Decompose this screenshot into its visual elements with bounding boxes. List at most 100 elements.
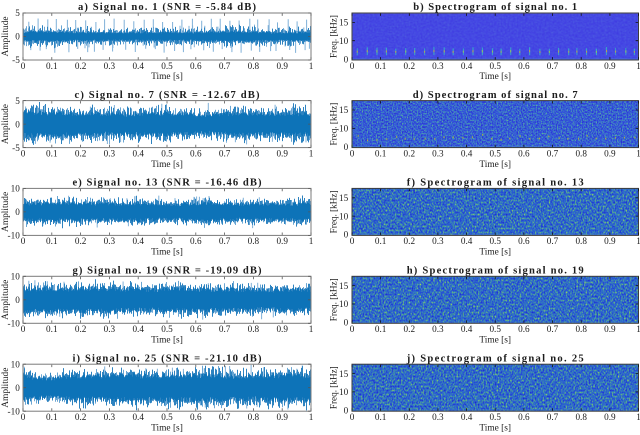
svg-text:Amplitude: Amplitude	[1, 368, 11, 408]
svg-text:0.8: 0.8	[248, 61, 260, 71]
svg-text:0.9: 0.9	[604, 412, 616, 422]
svg-text:0.4: 0.4	[461, 412, 473, 422]
svg-text:Time [s]: Time [s]	[479, 336, 511, 346]
svg-text:0.2: 0.2	[75, 148, 87, 158]
svg-text:0.4: 0.4	[132, 324, 144, 334]
svg-text:0.3: 0.3	[432, 236, 444, 246]
svg-text:b) Spectrogram of signal no. 1: b) Spectrogram of signal no. 1	[413, 2, 577, 13]
svg-text:1: 1	[309, 412, 314, 422]
svg-text:Amplitude: Amplitude	[1, 104, 11, 144]
svg-text:0.2: 0.2	[404, 148, 416, 158]
svg-text:-10: -10	[8, 319, 21, 329]
svg-text:0: 0	[15, 32, 20, 42]
svg-text:0.9: 0.9	[604, 236, 616, 246]
svg-text:0.1: 0.1	[46, 236, 58, 246]
svg-text:0.2: 0.2	[404, 412, 416, 422]
svg-text:0.9: 0.9	[276, 148, 288, 158]
svg-text:Time [s]: Time [s]	[479, 160, 511, 170]
svg-text:Time [s]: Time [s]	[151, 336, 183, 346]
svg-text:0.8: 0.8	[575, 148, 587, 158]
svg-text:f) Spectrogram of signal no. 1: f) Spectrogram of signal no. 13	[407, 178, 584, 189]
svg-text:0.7: 0.7	[547, 148, 559, 158]
svg-text:0.2: 0.2	[404, 324, 416, 334]
svg-text:0.3: 0.3	[104, 148, 116, 158]
svg-text:Freq. [kHz]: Freq. [kHz]	[329, 190, 339, 233]
svg-text:0: 0	[21, 236, 26, 246]
svg-text:0.8: 0.8	[575, 412, 587, 422]
svg-text:0.8: 0.8	[575, 236, 587, 246]
svg-text:Time [s]: Time [s]	[151, 72, 183, 82]
svg-text:e) Signal no. 13 (SNR = -16.46: e) Signal no. 13 (SNR = -16.46 dB)	[73, 178, 262, 189]
svg-text:15: 15	[339, 18, 349, 28]
svg-text:0.8: 0.8	[575, 61, 587, 71]
svg-text:1: 1	[309, 148, 314, 158]
svg-text:-5: -5	[12, 55, 20, 65]
svg-text:0.1: 0.1	[46, 148, 58, 158]
svg-text:0: 0	[344, 406, 349, 416]
svg-text:0.5: 0.5	[489, 61, 501, 71]
svg-text:Freq. [kHz]: Freq. [kHz]	[329, 103, 339, 146]
svg-text:0.7: 0.7	[219, 324, 231, 334]
svg-text:0.3: 0.3	[104, 61, 116, 71]
svg-text:-10: -10	[8, 406, 21, 416]
svg-text:0.4: 0.4	[132, 61, 144, 71]
svg-text:10: 10	[339, 211, 349, 221]
svg-text:0.8: 0.8	[248, 236, 260, 246]
svg-text:10: 10	[339, 36, 349, 46]
svg-text:0.9: 0.9	[276, 324, 288, 334]
svg-text:Time [s]: Time [s]	[479, 248, 511, 258]
svg-text:0.9: 0.9	[276, 236, 288, 246]
svg-text:Freq. [kHz]: Freq. [kHz]	[329, 15, 339, 58]
svg-text:0.8: 0.8	[248, 324, 260, 334]
svg-text:0.3: 0.3	[432, 324, 444, 334]
svg-text:h) Spectrogram of signal no. 1: h) Spectrogram of signal no. 19	[407, 266, 584, 277]
svg-text:g) Signal no. 19 (SNR = -19.09: g) Signal no. 19 (SNR = -19.09 dB)	[73, 266, 262, 277]
svg-text:0.5: 0.5	[161, 61, 173, 71]
svg-text:1: 1	[636, 61, 640, 71]
svg-text:0.2: 0.2	[404, 236, 416, 246]
svg-text:0.9: 0.9	[276, 412, 288, 422]
svg-text:0.5: 0.5	[489, 412, 501, 422]
svg-text:0.5: 0.5	[489, 148, 501, 158]
svg-text:0.9: 0.9	[604, 324, 616, 334]
svg-text:Amplitude: Amplitude	[1, 16, 11, 56]
svg-text:0.7: 0.7	[219, 61, 231, 71]
svg-text:1: 1	[636, 324, 640, 334]
svg-text:0.9: 0.9	[604, 61, 616, 71]
svg-text:0: 0	[344, 230, 349, 240]
svg-text:0.1: 0.1	[46, 61, 58, 71]
svg-text:0.7: 0.7	[547, 324, 559, 334]
svg-text:0.3: 0.3	[432, 412, 444, 422]
svg-text:10: 10	[11, 272, 21, 282]
svg-text:0.3: 0.3	[104, 324, 116, 334]
svg-text:0.7: 0.7	[547, 61, 559, 71]
svg-text:0: 0	[21, 61, 26, 71]
svg-text:0: 0	[15, 207, 20, 217]
svg-text:1: 1	[309, 236, 314, 246]
svg-text:0.6: 0.6	[190, 236, 202, 246]
svg-text:0.8: 0.8	[248, 148, 260, 158]
svg-text:0.2: 0.2	[75, 412, 87, 422]
svg-text:0.4: 0.4	[132, 236, 144, 246]
svg-text:0.4: 0.4	[132, 412, 144, 422]
svg-text:0.9: 0.9	[604, 148, 616, 158]
svg-text:0.5: 0.5	[161, 412, 173, 422]
svg-text:10: 10	[11, 184, 21, 194]
svg-text:0.6: 0.6	[518, 148, 530, 158]
svg-text:0.2: 0.2	[75, 324, 87, 334]
svg-text:0.7: 0.7	[547, 412, 559, 422]
svg-text:0.6: 0.6	[190, 61, 202, 71]
svg-text:5: 5	[15, 96, 20, 106]
svg-text:-10: -10	[8, 231, 21, 241]
svg-text:0.6: 0.6	[518, 324, 530, 334]
svg-text:j) Spectrogram of signal no. 2: j) Spectrogram of signal no. 25	[406, 353, 584, 364]
svg-text:0.6: 0.6	[190, 324, 202, 334]
svg-text:0.4: 0.4	[461, 61, 473, 71]
svg-text:0.9: 0.9	[276, 61, 288, 71]
svg-text:0.6: 0.6	[518, 236, 530, 246]
svg-text:0.5: 0.5	[489, 236, 501, 246]
svg-text:5: 5	[15, 8, 20, 18]
svg-text:1: 1	[309, 61, 314, 71]
svg-text:0: 0	[21, 324, 26, 334]
svg-text:0.2: 0.2	[75, 61, 87, 71]
